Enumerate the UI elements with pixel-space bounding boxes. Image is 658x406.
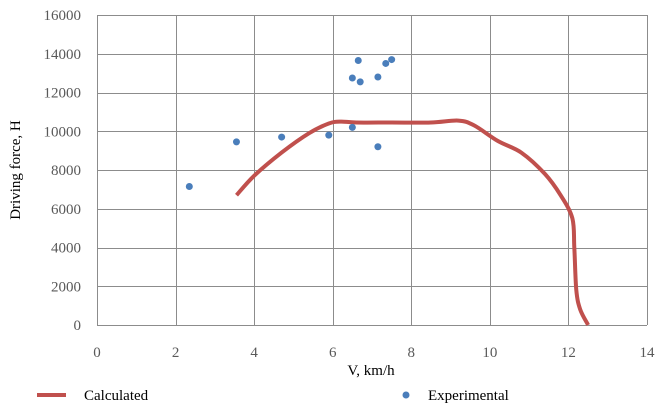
x-tick-label: 0 xyxy=(93,345,101,361)
data-point-experimental xyxy=(354,57,362,65)
y-tick-label: 0 xyxy=(74,318,82,334)
legend-swatch-experimental xyxy=(402,391,410,399)
data-point-experimental xyxy=(374,73,382,81)
legend-label-calculated: Calculated xyxy=(84,388,149,404)
data-point-experimental xyxy=(356,78,364,86)
data-point-experimental xyxy=(325,131,333,139)
y-tick-label: 6000 xyxy=(51,202,81,218)
x-tick-label: 6 xyxy=(329,345,337,361)
plot-area xyxy=(185,56,590,326)
x-axis-label: V, km/h xyxy=(347,363,395,379)
x-tick-label: 4 xyxy=(250,345,258,361)
data-point-experimental xyxy=(382,59,390,67)
series-line-calculated xyxy=(235,118,590,326)
y-tick-label: 12000 xyxy=(44,86,82,102)
x-tick-label: 12 xyxy=(561,345,576,361)
data-point-experimental xyxy=(348,123,356,131)
legend: Calculated Experimental xyxy=(37,388,509,404)
x-tick-label: 2 xyxy=(172,345,180,361)
legend-label-experimental: Experimental xyxy=(428,388,509,404)
x-tick-label: 8 xyxy=(408,345,416,361)
y-tick-label: 16000 xyxy=(44,8,82,24)
y-axis-ticks: 0 2000 4000 6000 8000 10000 12000 14000 16000 xyxy=(44,8,82,334)
data-point-experimental xyxy=(388,56,396,64)
y-axis-label: Driving force, H xyxy=(8,120,24,220)
data-point-experimental xyxy=(278,133,286,141)
data-point-experimental xyxy=(185,182,193,190)
data-point-experimental xyxy=(374,143,382,151)
x-tick-label: 14 xyxy=(640,345,656,361)
y-tick-label: 10000 xyxy=(44,124,82,140)
data-point-experimental xyxy=(348,74,356,82)
data-point-experimental xyxy=(232,138,240,146)
x-tick-label: 10 xyxy=(482,345,497,361)
x-axis-ticks: 0 2 4 6 8 10 12 14 xyxy=(93,345,655,361)
grid xyxy=(97,15,648,326)
y-tick-label: 2000 xyxy=(51,279,81,295)
y-tick-label: 8000 xyxy=(51,163,81,179)
y-tick-label: 14000 xyxy=(44,47,82,63)
y-tick-label: 4000 xyxy=(51,241,81,257)
